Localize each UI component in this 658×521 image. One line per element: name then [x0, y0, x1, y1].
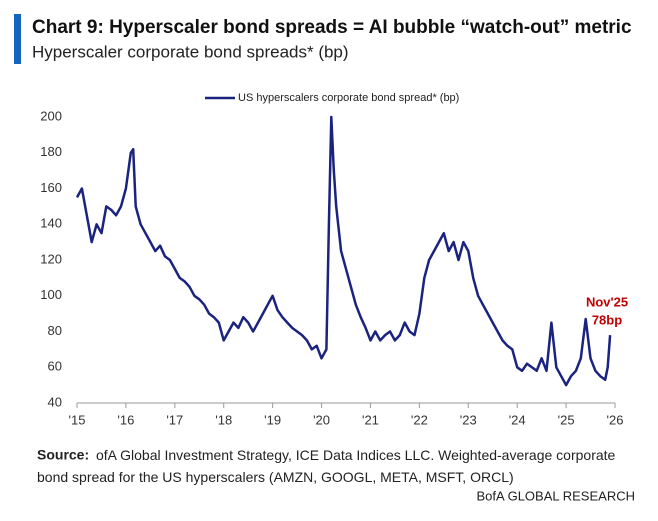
x-tick-label: '17 [166, 412, 183, 427]
chart-subtitle: Hyperscaler corporate bond spreads* (bp) [32, 42, 349, 61]
x-tick-label: '24 [509, 412, 526, 427]
legend-label: US hyperscalers corporate bond spread* (… [238, 92, 459, 104]
x-tick-label: '19 [264, 412, 281, 427]
chart-title: Chart 9: Hyperscaler bond spreads = AI b… [32, 17, 632, 38]
y-tick-label: 180 [40, 144, 62, 159]
x-tick-label: '18 [215, 412, 232, 427]
y-tick-label: 100 [40, 287, 62, 302]
title-accent [14, 14, 21, 64]
brand: BofA GLOBAL RESEARCH [477, 488, 635, 503]
source-line: bond spread for the US hyperscalers (AMZ… [37, 469, 514, 485]
source-line: ofA Global Investment Strategy, ICE Data… [96, 447, 616, 463]
y-tick-label: 120 [40, 251, 62, 266]
line-series [75, 115, 612, 387]
y-tick-label: 160 [40, 180, 62, 195]
x-tick-label: '20 [313, 412, 330, 427]
annotation: Nov'25 [586, 294, 628, 309]
y-tick-label: 140 [40, 216, 62, 231]
y-tick-label: 40 [48, 394, 62, 409]
source-note: ofA Global Investment Strategy, ICE Data… [37, 447, 616, 485]
annotation: 78bp [592, 312, 622, 327]
x-tick-label: '15 [69, 412, 86, 427]
x-tick-label: '25 [558, 412, 575, 427]
x-tick-label: '26 [607, 412, 624, 427]
y-tick-label: 60 [48, 359, 62, 374]
y-tick-label: 200 [40, 108, 62, 123]
x-tick-label: '22 [411, 412, 428, 427]
x-tick-label: '23 [460, 412, 477, 427]
x-tick-label: '21 [362, 412, 379, 427]
y-tick-label: 80 [48, 323, 62, 338]
source-label: Source: [37, 447, 89, 463]
x-tick-label: '16 [117, 412, 134, 427]
